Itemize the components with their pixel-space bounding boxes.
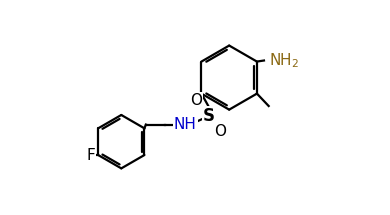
- Text: F: F: [86, 147, 95, 163]
- Text: NH: NH: [174, 117, 197, 132]
- Text: NH$_2$: NH$_2$: [269, 51, 299, 70]
- Text: O: O: [190, 93, 202, 108]
- Text: O: O: [214, 124, 226, 139]
- Text: S: S: [203, 107, 215, 125]
